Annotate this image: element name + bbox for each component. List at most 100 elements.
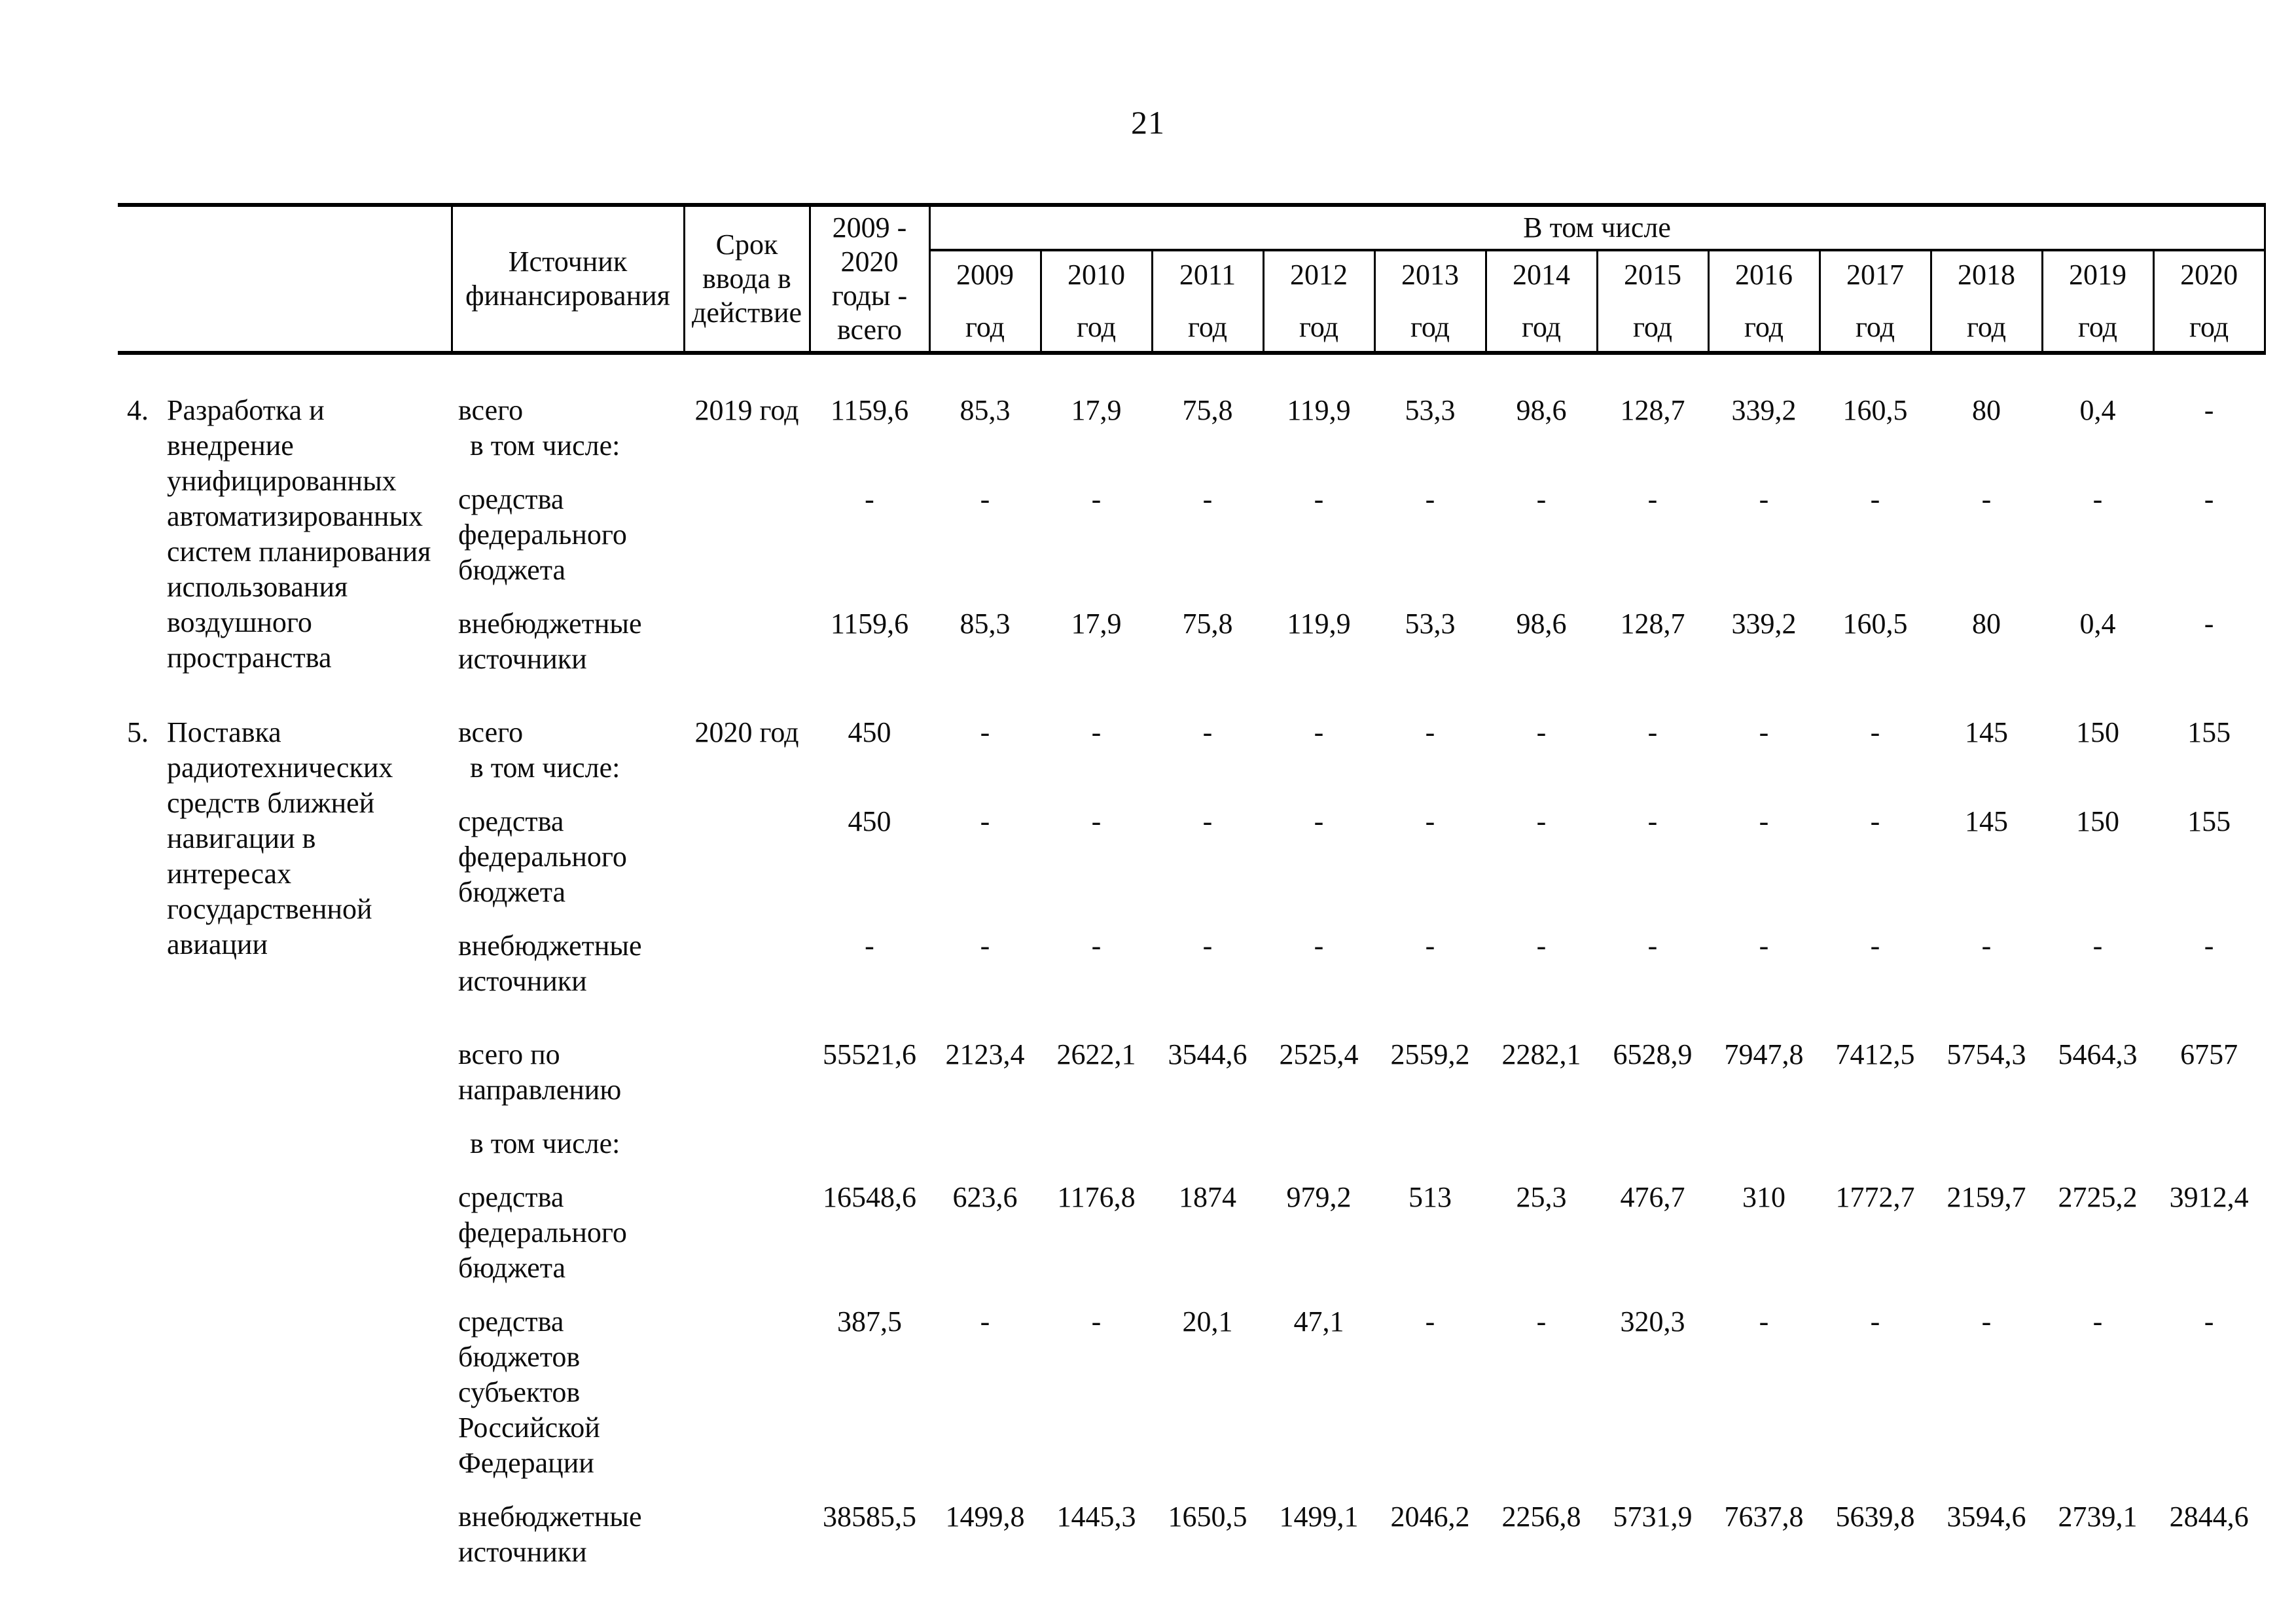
year-value: - — [1202, 930, 1213, 962]
commissioning-term — [684, 1161, 810, 1286]
year-value: - — [1536, 930, 1547, 962]
funding-source-line: внебюджетные — [458, 608, 642, 640]
item-description: Поставка радиотехнических средств ближне… — [167, 716, 393, 960]
year-value: - — [1314, 483, 1324, 515]
year-unit-label: год — [1855, 311, 1895, 343]
year-value: - — [1425, 716, 1435, 748]
year-value: 320,3 — [1620, 1305, 1685, 1338]
funding-source: всего в том числе: — [452, 353, 684, 464]
year-value: - — [1314, 805, 1324, 837]
year-value — [1931, 1108, 2042, 1161]
year-value: 1650,5 — [1168, 1501, 1247, 1533]
funding-source-line: источники — [458, 1536, 587, 1568]
year-value: 7637,8 — [1724, 1501, 1804, 1533]
page-number: 21 — [1131, 104, 1165, 141]
year-value: - — [1425, 483, 1435, 515]
year-value: 339,2 — [1731, 394, 1797, 426]
total-2009-2020-value: 450 — [848, 716, 891, 748]
funding-source-line: бюджета — [458, 1252, 566, 1284]
year-value: 53,3 — [1405, 394, 1456, 426]
year-value: 2282,1 — [1501, 1038, 1581, 1070]
year-value: - — [1314, 716, 1324, 748]
funding-source: средства бюджетов субъектов Российской Федер… — [452, 1286, 684, 1481]
total-2009-2020-value: 387,5 — [837, 1305, 902, 1338]
header-year-2020: 2020 год — [2152, 250, 2266, 355]
year-value: 20,1 — [1182, 1305, 1233, 1338]
funding-source: внебюджетные источники — [452, 910, 684, 999]
year-value: 160,5 — [1842, 608, 1908, 640]
year-value: - — [2204, 483, 2214, 515]
year-value: 7412,5 — [1835, 1038, 1915, 1070]
year-value: - — [1202, 805, 1213, 837]
year-label: 2009 — [956, 259, 1014, 291]
year-value: - — [980, 716, 990, 748]
year-value: 160,5 — [1842, 394, 1908, 426]
year-value: - — [1870, 716, 1880, 748]
year-value: - — [1425, 930, 1435, 962]
funding-source-line: бюджета — [458, 876, 566, 908]
year-value: 5754,3 — [1946, 1038, 2026, 1070]
year-value: - — [2204, 1305, 2214, 1338]
year-value: - — [1091, 805, 1102, 837]
table-row: 4. Разработка и внедрение унифицированных… — [118, 353, 2265, 674]
year-value — [1041, 1108, 1152, 1161]
funding-source: внебюджетные источники — [452, 588, 684, 677]
year-value: 7947,8 — [1724, 1038, 1804, 1070]
year-label: 2015 — [1624, 259, 1681, 291]
item-description — [167, 999, 452, 1108]
year-value: 80 — [1972, 608, 2001, 640]
table-row: средства федерального бюджета 16548,6 623,6 1… — [118, 1161, 2265, 1286]
funding-source-line: средства — [458, 1305, 564, 1338]
year-value: 119,9 — [1287, 608, 1351, 640]
table-row: внебюджетные источники - - - - - - - - - - - - - — [118, 910, 2265, 999]
year-value: - — [1536, 805, 1547, 837]
year-value: - — [1536, 483, 1547, 515]
item-number — [118, 1286, 167, 1481]
item-description — [167, 1108, 452, 1161]
year-value: - — [980, 805, 990, 837]
year-value: 155 — [2187, 716, 2231, 748]
year-value: - — [1870, 805, 1880, 837]
year-value: 119,9 — [1287, 394, 1351, 426]
year-value: - — [1981, 483, 1992, 515]
year-value: - — [980, 930, 990, 962]
year-value: 2844,6 — [2169, 1501, 2249, 1533]
year-value — [2042, 1108, 2153, 1161]
year-value: - — [1202, 483, 1213, 515]
year-value: 2622,1 — [1056, 1038, 1136, 1070]
funding-source-line: внебюджетные — [458, 930, 642, 962]
year-value — [1820, 1108, 1931, 1161]
funding-source-line: всего — [458, 394, 524, 426]
year-value: - — [1981, 1305, 1992, 1338]
year-value: - — [1091, 483, 1102, 515]
funding-source: всего по направлению — [452, 999, 684, 1108]
year-value: 150 — [2076, 805, 2119, 837]
year-value: - — [1536, 1305, 1547, 1338]
header-year-2010: 2010 год — [1039, 250, 1152, 355]
year-value — [1708, 1108, 1820, 1161]
year-value: - — [1647, 483, 1658, 515]
header-year-2019: 2019 год — [2041, 250, 2153, 355]
year-value: 5639,8 — [1835, 1501, 1915, 1533]
year-value — [1374, 1108, 1486, 1161]
total-2009-2020-value: 1159,6 — [830, 608, 909, 640]
year-label: 2013 — [1401, 259, 1459, 291]
funding-source-line: субъектов — [458, 1376, 581, 1408]
year-value: 1176,8 — [1057, 1181, 1136, 1213]
year-value: - — [2204, 394, 2214, 426]
total-2009-2020-value: 55521,6 — [823, 1038, 916, 1070]
year-value: 1445,3 — [1056, 1501, 1136, 1533]
item-number — [118, 1481, 167, 1570]
year-value: - — [2092, 930, 2103, 962]
year-value: - — [1870, 1305, 1880, 1338]
header-year-2016: 2016 год — [1707, 250, 1820, 355]
header-years-row: 2009 год 2010 год 2011 год 2012 год 2013 год 2014 г… — [118, 250, 2266, 355]
year-value: - — [980, 483, 990, 515]
year-value: - — [1759, 483, 1769, 515]
funding-source-line: внебюджетные — [458, 1501, 642, 1533]
year-label: 2012 — [1290, 259, 1348, 291]
year-label: 2016 — [1735, 259, 1793, 291]
year-value — [929, 1108, 1041, 1161]
year-value: - — [2204, 930, 2214, 962]
table-row: средства федерального бюджета - - - - - - - - - - - - - — [118, 464, 2265, 588]
